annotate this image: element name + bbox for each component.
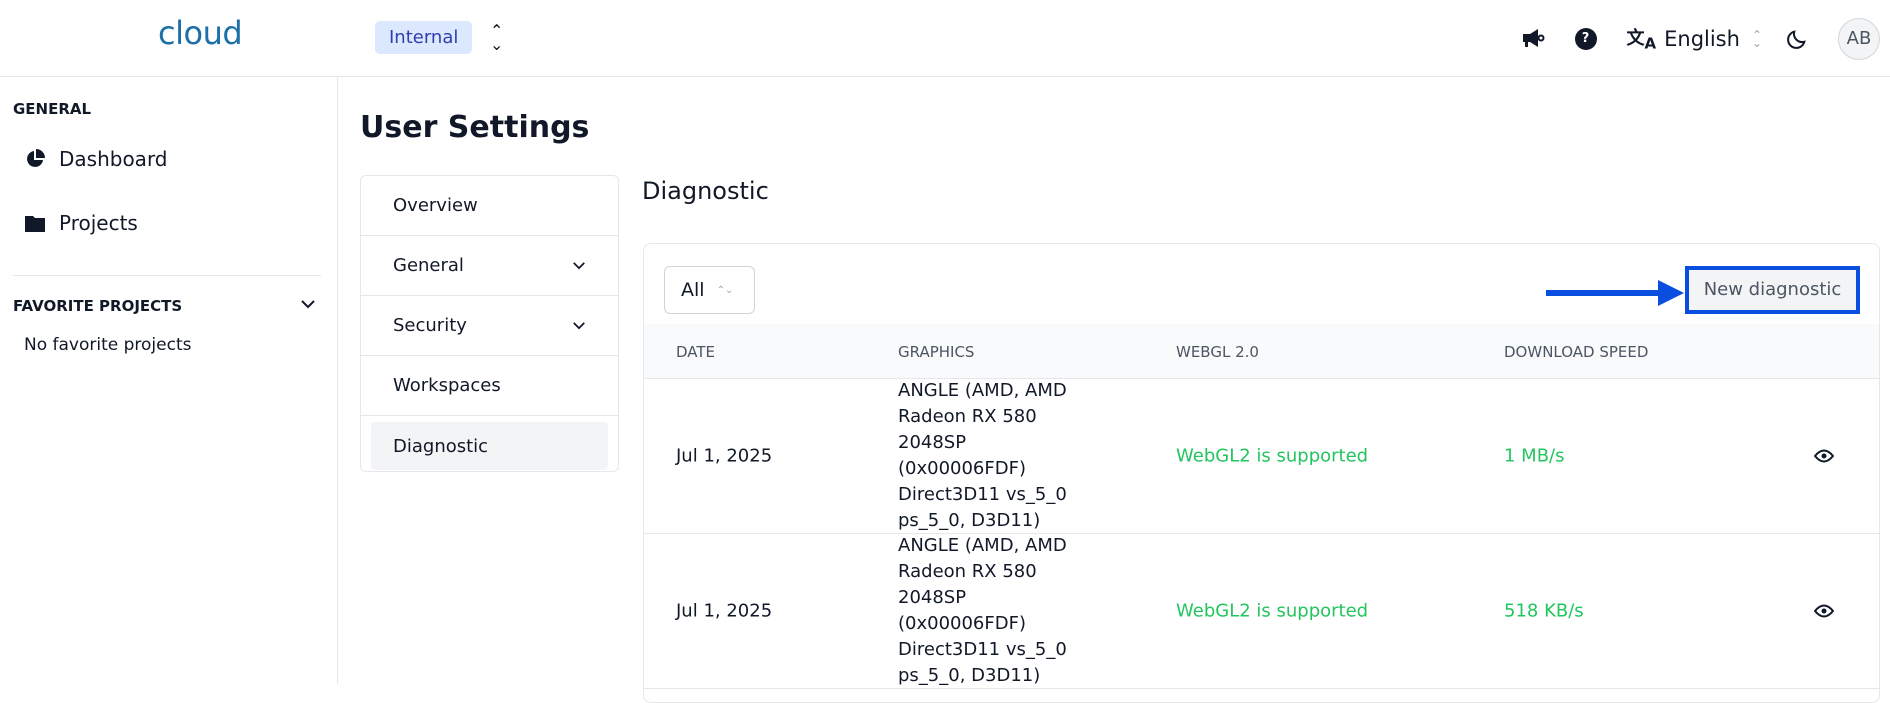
table-row: Jul 1, 2025 ANGLE (AMD, AMD Radeon RX 58… xyxy=(644,379,1879,534)
translate-icon: 文A xyxy=(1626,28,1657,53)
date-cell: Jul 1, 2025 xyxy=(676,445,773,467)
column-webgl: WEBGL 2.0 xyxy=(1176,343,1259,361)
tab-label: Overview xyxy=(393,195,478,216)
favorite-projects-heading: FAVORITE PROJECTS xyxy=(13,297,183,315)
column-date: DATE xyxy=(676,343,716,361)
pie-chart-icon xyxy=(27,149,45,167)
webgl-cell: WebGL2 is supported xyxy=(1176,445,1369,467)
table-header: DATE GRAPHICS WEBGL 2.0 DOWNLOAD SPEED xyxy=(644,324,1879,379)
megaphone-icon[interactable] xyxy=(1521,28,1545,50)
filter-select[interactable]: All ⌃⌄ xyxy=(664,266,755,314)
logo[interactable]: cloud xyxy=(158,14,243,52)
table-row: Jul 1, 2025 ANGLE (AMD, AMD Radeon RX 58… xyxy=(644,534,1879,689)
sidebar-item-label: Projects xyxy=(59,211,138,235)
column-graphics: GRAPHICS xyxy=(898,343,975,361)
top-header: cloud Internal ⌃ ⌄ ? 文A English ⌃ ⌄ AB xyxy=(0,0,1890,77)
no-favorites-text: No favorite projects xyxy=(24,335,192,355)
tab-security[interactable]: Security xyxy=(361,296,618,356)
graphics-cell: ANGLE (AMD, AMD Radeon RX 580 2048SP (0x… xyxy=(898,535,1067,686)
section-title: Diagnostic xyxy=(642,177,769,205)
chevron-down-icon xyxy=(573,262,585,270)
tab-label: Diagnostic xyxy=(393,435,489,457)
language-selector[interactable]: 文A English ⌃ ⌄ xyxy=(1627,24,1763,53)
language-label: English xyxy=(1664,26,1740,51)
filter-value: All xyxy=(681,279,705,301)
arrow-annotation-icon xyxy=(1546,280,1684,306)
page-title: User Settings xyxy=(360,110,590,145)
tab-general[interactable]: General xyxy=(361,236,618,296)
webgl-cell: WebGL2 is supported xyxy=(1176,600,1369,622)
eye-icon[interactable] xyxy=(1814,604,1834,618)
sidebar-item-projects[interactable]: Projects xyxy=(25,211,138,235)
sidebar: GENERAL Dashboard Projects FAVORITE PROJ… xyxy=(0,77,338,684)
help-icon[interactable]: ? xyxy=(1574,27,1597,50)
download-cell: 518 KB/s xyxy=(1504,600,1584,622)
tab-workspaces[interactable]: Workspaces xyxy=(361,356,618,416)
eye-icon[interactable] xyxy=(1814,449,1834,463)
divider xyxy=(13,275,321,276)
moon-icon[interactable] xyxy=(1786,28,1808,50)
tab-diagnostic[interactable]: Diagnostic xyxy=(371,422,608,470)
tab-overview[interactable]: Overview xyxy=(361,176,618,236)
chevron-down-icon[interactable] xyxy=(300,299,316,309)
chevron-updown-icon: ⌃⌄ xyxy=(716,284,734,296)
folder-icon xyxy=(25,216,45,232)
tab-label: Workspaces xyxy=(393,375,501,396)
graphics-cell: ANGLE (AMD, AMD Radeon RX 580 2048SP (0x… xyxy=(898,380,1067,531)
organization-badge[interactable]: Internal xyxy=(375,21,473,54)
column-download-speed: DOWNLOAD SPEED xyxy=(1504,343,1649,361)
diagnostic-card: All ⌃⌄ New diagnostic DATE GRAPHICS WEBGL… xyxy=(643,243,1880,703)
chevron-updown-icon: ⌃⌄ xyxy=(1751,27,1762,50)
settings-nav: Overview General Security Workspaces Dia… xyxy=(360,175,619,472)
sidebar-item-dashboard[interactable]: Dashboard xyxy=(25,147,168,171)
date-cell: Jul 1, 2025 xyxy=(676,600,773,622)
chevron-down-icon xyxy=(573,322,585,330)
tab-label: General xyxy=(393,255,464,276)
avatar[interactable]: AB xyxy=(1838,17,1880,60)
download-cell: 1 MB/s xyxy=(1504,445,1565,467)
sidebar-item-label: Dashboard xyxy=(59,147,168,171)
new-diagnostic-button[interactable]: New diagnostic xyxy=(1685,266,1860,314)
tab-label: Security xyxy=(393,315,467,336)
general-heading: GENERAL xyxy=(13,100,92,118)
organization-switcher-icon[interactable]: ⌃ ⌄ xyxy=(490,21,504,54)
